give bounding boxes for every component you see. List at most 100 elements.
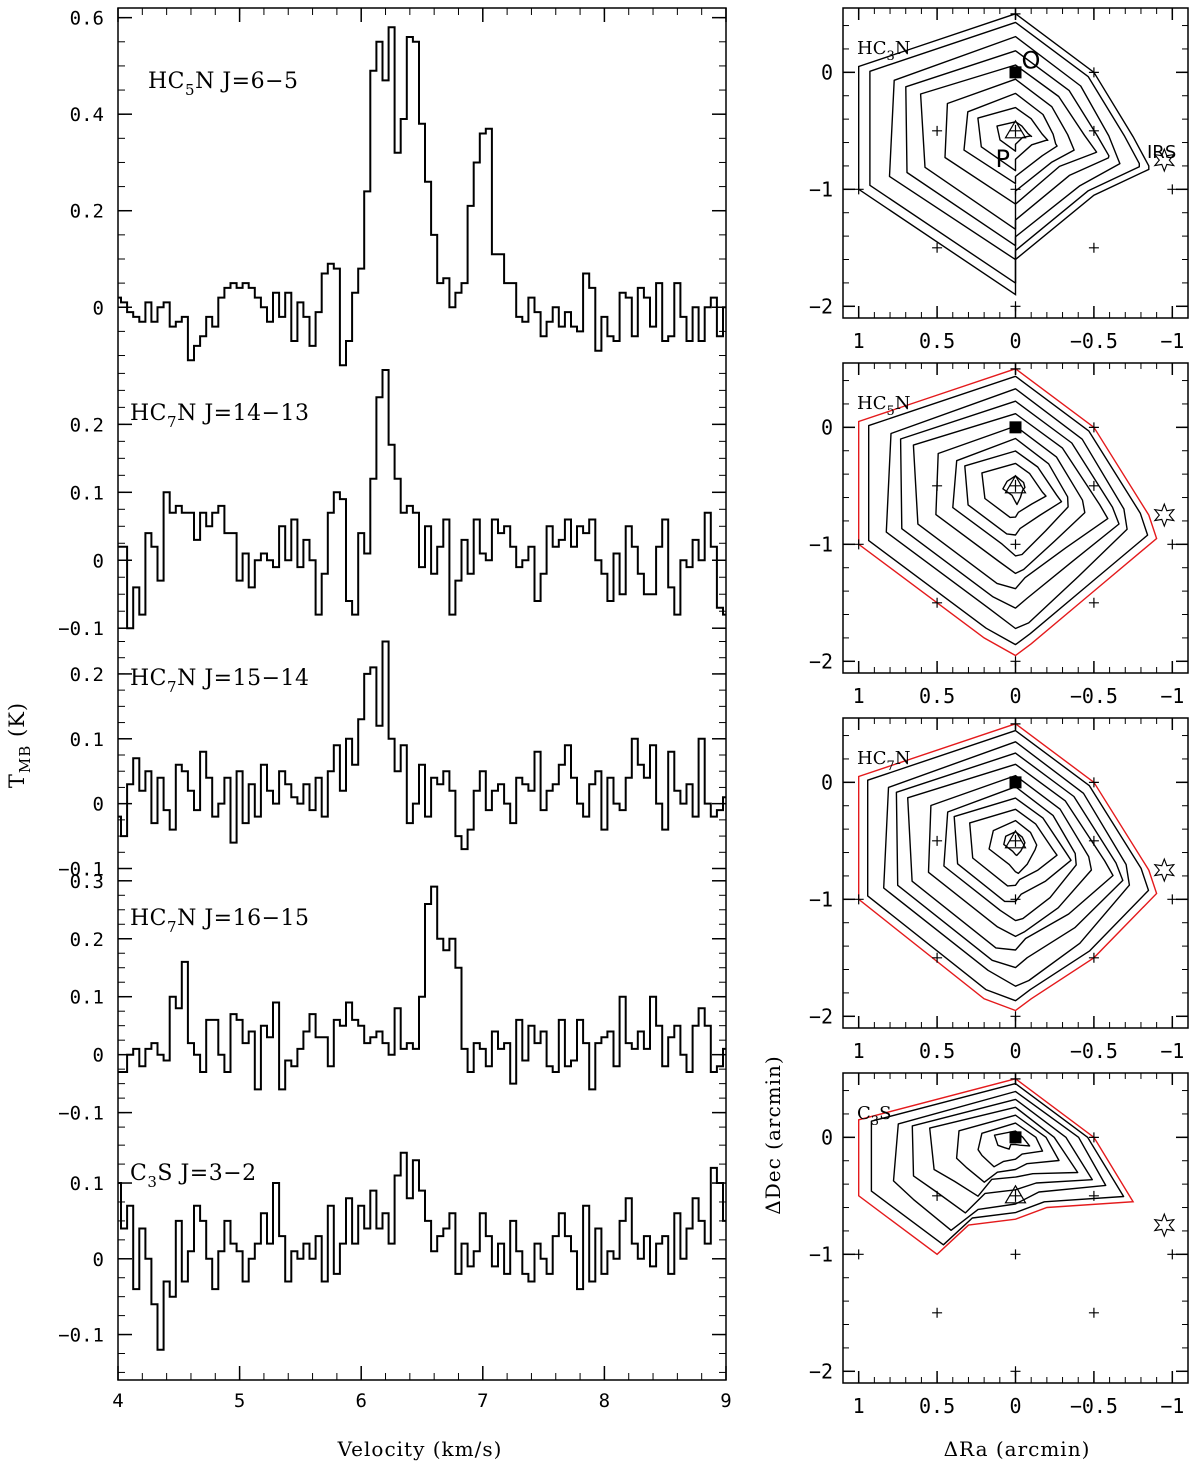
contour-line bbox=[964, 450, 1063, 536]
grid-point bbox=[932, 242, 943, 253]
grid-point bbox=[1010, 1366, 1021, 1377]
map-x-tick-label: 0.5 bbox=[919, 684, 955, 708]
spectrum-hc5n-j-6-5: 0 0.2 0.4 0.6 HC5N J=6−5 bbox=[70, 8, 726, 367]
map-y-tick-label: −2 bbox=[809, 294, 833, 318]
spectra-y-axis-title: TMB (K) bbox=[5, 702, 34, 788]
contour-line bbox=[977, 1122, 1044, 1168]
y-title-main: T bbox=[5, 773, 29, 788]
y-tick-label: 0.3 bbox=[70, 871, 104, 893]
spectra-x-tick-label: 6 bbox=[355, 1390, 366, 1412]
spectrum-label: HC5N J=6−5 bbox=[148, 69, 299, 99]
contour-line bbox=[969, 808, 1058, 887]
grid-point bbox=[1010, 184, 1021, 195]
grid-point bbox=[932, 597, 943, 608]
square-marker bbox=[1009, 1131, 1022, 1144]
map-x-tick-label: −1 bbox=[1160, 684, 1184, 708]
grid-point bbox=[1010, 656, 1021, 667]
contour-line bbox=[888, 35, 1121, 261]
contour-line bbox=[1002, 475, 1026, 506]
y-tick-label: 0.2 bbox=[70, 414, 104, 436]
map-x-tick-label: −0.5 bbox=[1070, 329, 1118, 353]
y-tick-label: 0.1 bbox=[70, 729, 104, 751]
y-tick-label: 0.1 bbox=[70, 482, 104, 504]
point-label-irs: IRS bbox=[1147, 142, 1176, 163]
map-y-tick-label: 0 bbox=[821, 1125, 833, 1149]
map-x-axis-title: ΔRa (arcmin) bbox=[944, 1437, 1091, 1461]
grid-point bbox=[1088, 1307, 1099, 1318]
grid-point bbox=[1010, 8, 1021, 19]
grid-point bbox=[932, 125, 943, 136]
contour-line bbox=[883, 741, 1131, 987]
spectra-x-tick-label: 7 bbox=[477, 1390, 488, 1412]
contour-line bbox=[943, 786, 1077, 922]
map-x-tick-label: 0 bbox=[1009, 1039, 1021, 1063]
grid-point bbox=[1010, 1073, 1021, 1084]
triangle-marker bbox=[1004, 829, 1027, 849]
spectrum-label: HC7N J=14−13 bbox=[130, 401, 310, 431]
grid-point bbox=[932, 952, 943, 963]
map-boundary bbox=[858, 723, 1158, 1012]
contour-line bbox=[912, 413, 1109, 590]
contour-line bbox=[953, 797, 1072, 903]
spectra-panel: 4 5 6 7 8 9 0 0.2 0.4 0.6 HC5N J=6−5 −0.1 0 0.1 0.2 HC7… bbox=[58, 7, 732, 1412]
grid-point bbox=[1167, 539, 1178, 550]
triangle-marker bbox=[1004, 474, 1027, 494]
y-tick-label: 0 bbox=[93, 297, 104, 319]
contour-line bbox=[935, 425, 1086, 575]
grid-point bbox=[1010, 718, 1021, 729]
map-y-tick-label: −1 bbox=[809, 1242, 833, 1266]
spectra-frame bbox=[117, 7, 727, 1381]
spectra-x-tick-label: 4 bbox=[112, 1390, 123, 1412]
map-boundary bbox=[858, 368, 1158, 657]
y-tick-label: 0 bbox=[93, 550, 104, 572]
contour-line bbox=[911, 1098, 1093, 1214]
grid-point bbox=[932, 1190, 943, 1201]
grid-point bbox=[1088, 777, 1099, 788]
map-x-tick-label: −1 bbox=[1160, 1394, 1184, 1418]
map-x-tick-label: 0 bbox=[1009, 684, 1021, 708]
grid-point bbox=[1088, 1190, 1099, 1201]
grid-point bbox=[1088, 125, 1099, 136]
y-tick-label: −0.1 bbox=[58, 618, 104, 640]
map-x-tick-label: 1 bbox=[853, 1394, 865, 1418]
contour-line bbox=[905, 50, 1110, 247]
star-icon bbox=[1153, 147, 1176, 173]
spectrum-line bbox=[118, 369, 726, 630]
grid-point bbox=[1167, 894, 1178, 905]
spectra-x-tick-label: 5 bbox=[234, 1390, 245, 1412]
map-y-tick-label: −2 bbox=[809, 1359, 833, 1383]
contour-line bbox=[955, 1114, 1060, 1183]
point-label-o: O bbox=[1022, 46, 1041, 74]
grid-point bbox=[932, 1307, 943, 1318]
spectra-x-axis-title: Velocity (km/s) bbox=[337, 1437, 503, 1461]
y-tick-label: 0.1 bbox=[70, 1173, 104, 1195]
y-tick-label: −0.1 bbox=[58, 859, 104, 881]
grid-point bbox=[1167, 184, 1178, 195]
spectrum-c3s-j-3-2: −0.1 0 0.1 C3S J=3−2 bbox=[58, 1144, 726, 1373]
grid-point bbox=[853, 539, 864, 550]
triangle-marker bbox=[1004, 119, 1027, 139]
contour-line bbox=[867, 729, 1150, 1002]
y-tick-label: −0.1 bbox=[58, 1103, 104, 1125]
spectrum-line bbox=[118, 640, 726, 851]
contour-line bbox=[919, 64, 1098, 230]
map-label: HC3N bbox=[857, 38, 911, 64]
grid-point bbox=[853, 1249, 864, 1260]
map-x-tick-label: −0.5 bbox=[1070, 684, 1118, 708]
grid-point bbox=[1088, 422, 1099, 433]
star-icon bbox=[1153, 857, 1176, 883]
contour-line bbox=[892, 1090, 1107, 1231]
grid-point bbox=[1088, 480, 1099, 491]
spectrum-line bbox=[118, 885, 726, 1091]
map-boundary bbox=[858, 13, 1150, 296]
contour-line bbox=[927, 774, 1093, 938]
contour-line bbox=[952, 437, 1069, 557]
map-y-tick-label: 0 bbox=[821, 770, 833, 794]
spectrum-label: HC7N J=15−14 bbox=[130, 666, 310, 696]
spectrum-hc7n-j-15-14: −0.1 0 0.1 0.2 HC7N J=15−14 bbox=[58, 640, 726, 881]
map-x-tick-label: −1 bbox=[1160, 329, 1184, 353]
map-y-tick-label: −2 bbox=[809, 649, 833, 673]
grid-point bbox=[1088, 67, 1099, 78]
point-label-p: P bbox=[996, 145, 1010, 173]
grid-point bbox=[853, 894, 864, 905]
